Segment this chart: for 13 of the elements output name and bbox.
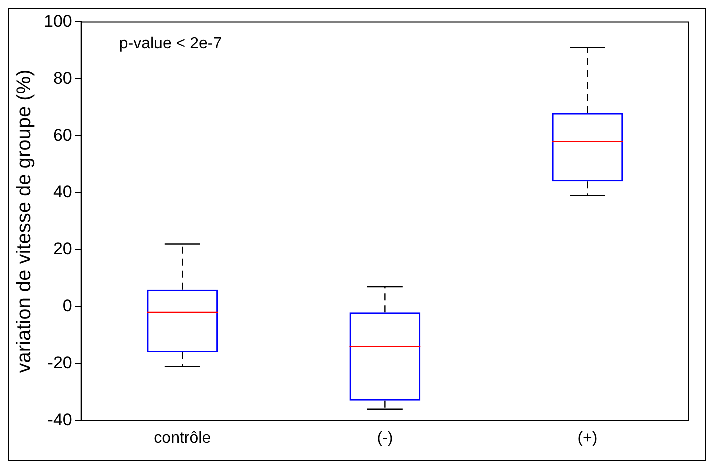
y-tick-label: 40 <box>53 182 72 202</box>
annotation: p-value < 2e-7 <box>119 36 222 53</box>
y-tick-label: 100 <box>44 12 72 31</box>
y-tick-label: 80 <box>53 68 72 88</box>
x-tick-label: contrôle <box>154 430 212 447</box>
x-tick-label: (-) <box>377 430 394 447</box>
y-tick-label: 60 <box>53 126 72 145</box>
y-tick-label: 0 <box>62 296 72 316</box>
y-axis-title: variation de vitesse de groupe (%) <box>14 70 36 374</box>
y-tick-label: -20 <box>48 354 72 373</box>
y-tick-label: -40 <box>48 410 72 430</box>
x-tick-label: (+) <box>578 430 598 447</box>
y-tick-label: 20 <box>53 240 72 259</box>
